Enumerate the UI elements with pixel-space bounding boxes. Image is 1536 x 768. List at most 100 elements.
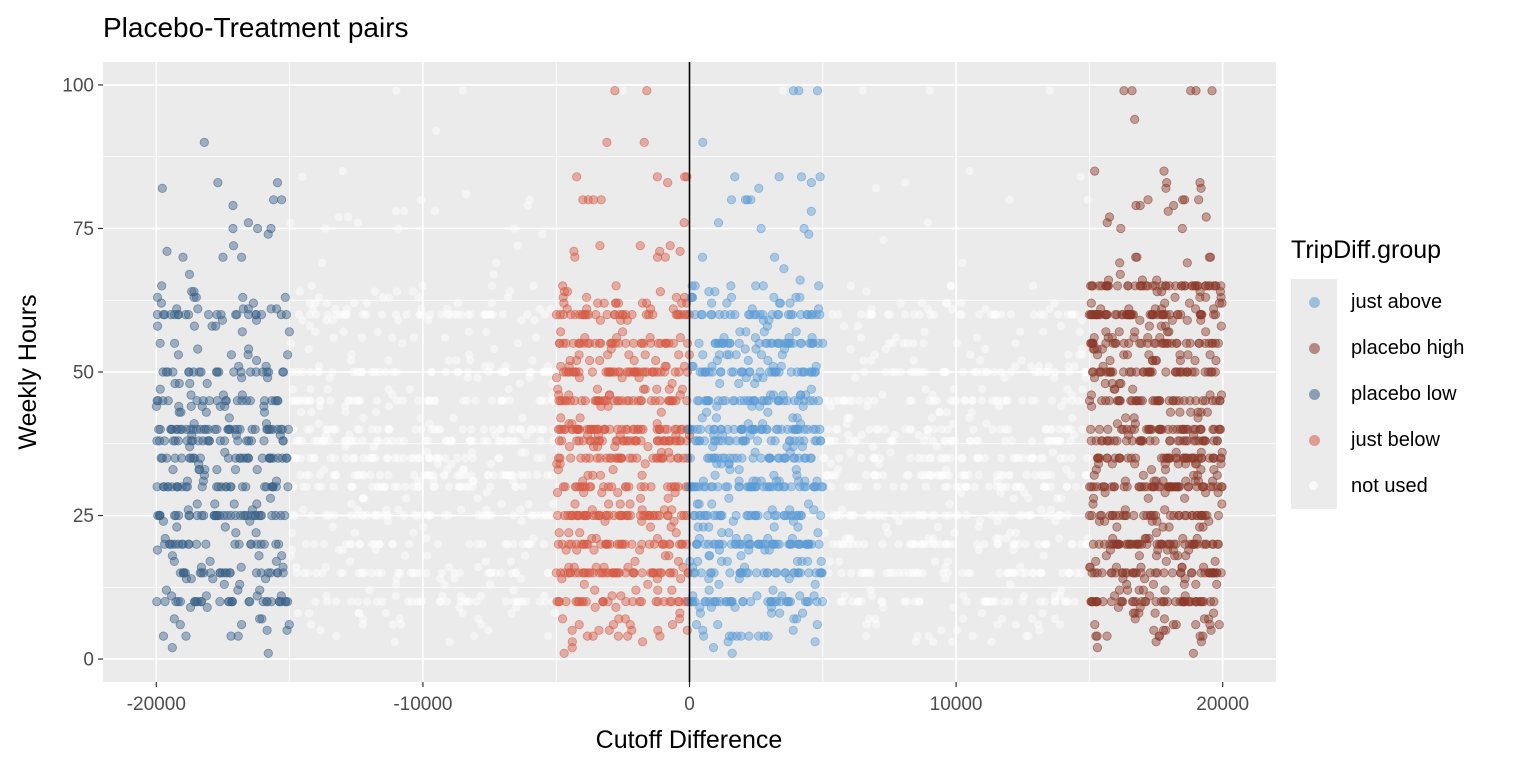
- data-point: [1100, 516, 1110, 526]
- data-point: [819, 436, 828, 446]
- data-point: [923, 218, 932, 227]
- data-point: [1119, 350, 1129, 360]
- data-point: [374, 482, 383, 491]
- data-point: [882, 568, 892, 578]
- data-point: [1144, 321, 1155, 331]
- data-point: [543, 471, 552, 480]
- data-point: [1107, 539, 1118, 549]
- data-point: [915, 310, 924, 319]
- data-point: [282, 350, 293, 360]
- data-point: [861, 568, 870, 578]
- data-point: [774, 396, 785, 406]
- data-point: [946, 281, 956, 291]
- data-point: [772, 309, 783, 320]
- data-point: [655, 396, 665, 406]
- data-point: [1004, 471, 1013, 480]
- data-point: [982, 597, 991, 606]
- data-point: [615, 499, 625, 509]
- data-point: [420, 471, 429, 480]
- data-point: [1195, 522, 1205, 532]
- data-point: [647, 568, 658, 578]
- data-point: [474, 614, 483, 624]
- data-point: [1051, 597, 1060, 606]
- data-point: [909, 568, 919, 578]
- data-point: [458, 465, 468, 474]
- data-point: [675, 608, 685, 618]
- data-point: [704, 286, 714, 297]
- data-point: [384, 471, 393, 480]
- data-point: [597, 487, 607, 498]
- data-point: [439, 471, 449, 480]
- data-point: [157, 453, 167, 463]
- data-point: [1094, 539, 1104, 549]
- data-point: [751, 309, 761, 320]
- data-point: [1029, 310, 1039, 319]
- data-point: [1122, 482, 1132, 492]
- data-point: [292, 568, 301, 578]
- data-point: [401, 482, 410, 491]
- data-point: [358, 436, 368, 446]
- data-point: [167, 551, 177, 561]
- data-point: [613, 487, 623, 498]
- data-point: [225, 424, 235, 434]
- data-point: [810, 637, 820, 647]
- data-point: [956, 488, 966, 497]
- data-point: [574, 619, 584, 630]
- data-point: [879, 471, 888, 480]
- data-point: [974, 522, 984, 532]
- data-point: [1116, 223, 1126, 234]
- data-point: [584, 453, 595, 463]
- data-point: [167, 591, 177, 601]
- data-point: [427, 367, 436, 377]
- data-point: [915, 597, 924, 606]
- data-point: [926, 310, 935, 319]
- data-point: [255, 585, 265, 595]
- data-point: [438, 591, 447, 601]
- data-point: [297, 436, 307, 446]
- data-point: [293, 396, 302, 405]
- data-point: [541, 396, 551, 405]
- data-point: [962, 482, 971, 491]
- data-point: [675, 332, 686, 343]
- data-point: [648, 309, 658, 320]
- data-point: [845, 511, 855, 520]
- data-point: [997, 453, 1006, 463]
- data-point: [843, 413, 852, 423]
- data-point: [321, 224, 330, 233]
- data-point: [1066, 425, 1075, 434]
- x-axis-title: Cutoff Difference: [596, 726, 783, 754]
- data-point: [378, 597, 387, 606]
- data-point: [484, 511, 493, 520]
- data-point: [233, 585, 243, 595]
- data-point: [241, 482, 251, 492]
- data-point: [700, 396, 710, 406]
- data-point: [913, 367, 922, 377]
- data-point: [211, 321, 221, 331]
- data-point: [535, 396, 544, 405]
- data-point: [941, 540, 950, 549]
- data-point: [1088, 367, 1098, 377]
- data-point: [252, 355, 262, 366]
- data-point: [1165, 482, 1175, 492]
- data-point: [455, 603, 464, 612]
- data-point: [319, 465, 329, 474]
- data-point: [918, 568, 927, 578]
- data-point: [663, 178, 673, 188]
- data-point: [837, 568, 846, 578]
- data-point: [1205, 350, 1215, 360]
- data-point: [918, 511, 928, 520]
- data-point: [338, 568, 348, 578]
- data-point: [292, 436, 301, 446]
- data-point: [592, 384, 603, 394]
- data-point: [510, 597, 519, 606]
- data-point: [411, 425, 420, 434]
- data-point: [635, 493, 646, 503]
- data-point: [952, 482, 961, 491]
- data-point: [949, 396, 958, 405]
- data-point: [318, 568, 327, 578]
- data-point: [555, 327, 566, 337]
- data-point: [418, 281, 427, 291]
- data-point: [908, 568, 917, 578]
- data-point: [792, 614, 802, 624]
- data-point: [242, 453, 252, 463]
